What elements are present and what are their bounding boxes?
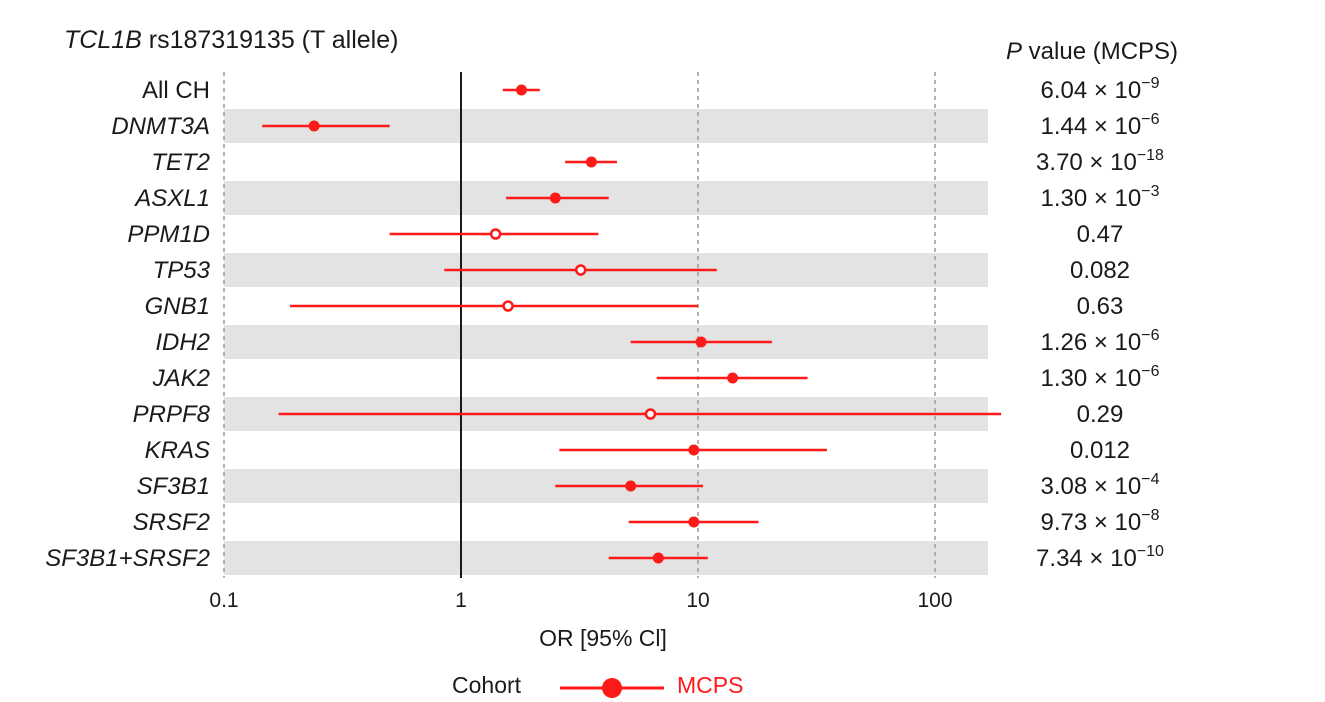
point-estimate [688, 516, 700, 528]
x-axis-label: OR [95% Cl] [539, 625, 667, 651]
point-estimate [585, 156, 597, 168]
point-estimate [515, 84, 527, 96]
pvalue-header-rest: value (MCPS) [1022, 38, 1179, 65]
p-value: 0.29 [1077, 401, 1124, 428]
p-value: 3.08 × 10−4 [1040, 471, 1159, 500]
p-value: 3.70 × 10−18 [1036, 147, 1164, 176]
x-tick-label: 10 [686, 589, 709, 612]
point-estimate [727, 372, 739, 384]
row-label: SF3B1+SRSF2 [45, 545, 210, 572]
p-value: 1.30 × 10−6 [1040, 363, 1159, 392]
point-estimate [652, 552, 664, 564]
row-label: All CH [142, 77, 210, 104]
p-value: 1.26 × 10−6 [1040, 327, 1159, 356]
row-label: PPM1D [127, 221, 210, 248]
p-value: 0.082 [1070, 257, 1130, 284]
point-estimate [308, 120, 320, 132]
legend-title: Cohort [452, 672, 522, 698]
point-estimate [688, 444, 700, 456]
pvalue-column-header: P value (MCPS) [1006, 38, 1178, 66]
row-label: KRAS [145, 437, 210, 464]
legend-series-label: MCPS [677, 672, 744, 698]
row-label: SRSF2 [133, 509, 210, 536]
row-label: TET2 [151, 149, 210, 176]
row-label: IDH2 [155, 329, 210, 356]
point-estimate [695, 336, 707, 348]
point-estimate [489, 228, 502, 240]
pvalue-header-p: P [1006, 38, 1023, 65]
row-label: DNMT3A [111, 113, 210, 140]
p-value: 0.012 [1070, 437, 1130, 464]
row-label: ASXL1 [133, 185, 210, 212]
p-value: 0.47 [1077, 221, 1124, 248]
p-value: 0.63 [1077, 293, 1124, 320]
point-estimate [644, 408, 657, 420]
p-value: 1.44 × 10−6 [1040, 111, 1159, 140]
x-tick-label: 100 [917, 589, 952, 612]
legend-symbol [560, 678, 664, 698]
point-estimate [549, 192, 561, 204]
point-estimate [625, 480, 637, 492]
p-value: 6.04 × 10−9 [1040, 75, 1159, 104]
row-label: JAK2 [152, 365, 210, 392]
point-estimate [574, 264, 587, 276]
row-label: SF3B1 [137, 473, 210, 500]
chart-title: TCL1B rs187319135 (T allele) [64, 26, 398, 55]
title-rest: rs187319135 (T allele) [141, 26, 399, 54]
p-value: 1.30 × 10−3 [1040, 183, 1159, 212]
row-label: TP53 [153, 257, 211, 284]
p-value: 9.73 × 10−8 [1040, 507, 1159, 536]
x-tick-label: 1 [455, 589, 467, 612]
row-band [224, 325, 988, 359]
point-estimate [502, 300, 514, 312]
title-gene: TCL1B [64, 26, 142, 54]
x-tick-label: 0.1 [209, 589, 238, 612]
row-band [224, 541, 988, 575]
row-label: GNB1 [145, 293, 210, 320]
p-value: 7.34 × 10−10 [1036, 543, 1164, 572]
row-label: PRPF8 [133, 401, 211, 428]
